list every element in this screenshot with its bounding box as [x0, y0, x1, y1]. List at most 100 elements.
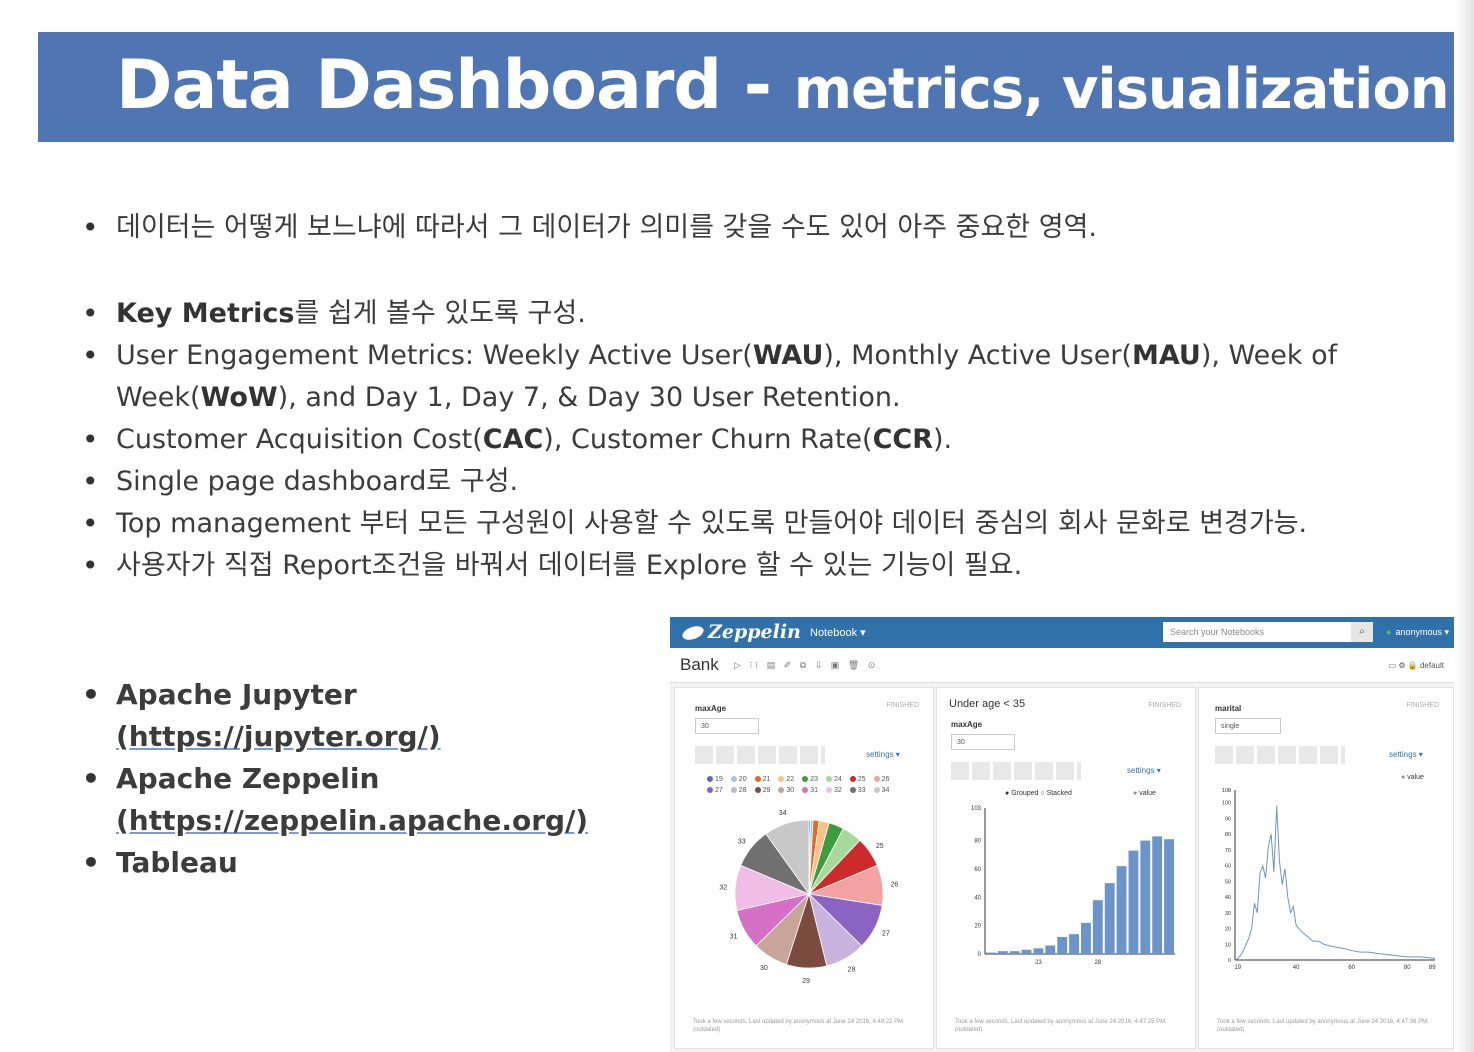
zeppelin-screenshot: Zeppelin Notebook ▾ Search your Notebook… [670, 617, 1454, 1052]
bullet-tableau: Tableau [82, 842, 602, 884]
bar-25 [1057, 936, 1068, 954]
pie-slice-label: 32 [719, 885, 727, 892]
legend-dot [754, 787, 761, 794]
y-tick-label: 0 [1228, 958, 1231, 964]
chart-type-toolbar[interactable] [1215, 746, 1345, 764]
x-tick-label: 28 [1094, 960, 1101, 966]
paragraph-pie: maxAge FINISHED 30 settings ▾ 19 20 21 22 23… [674, 687, 934, 1049]
chart-type-toolbar[interactable] [695, 746, 825, 764]
zeppelin-logo[interactable]: Zeppelin [680, 621, 801, 643]
legend-dot [825, 776, 832, 783]
legend-dot [730, 776, 737, 783]
x-tick-label: 80 [1404, 965, 1411, 971]
bullet-cac-ccr: Customer Acquisition Cost(CAC), Customer… [82, 419, 1412, 461]
y-tick-label: 40 [974, 895, 981, 901]
legend-item[interactable]: 30 [778, 785, 798, 796]
notebook-title[interactable]: Bank [680, 655, 719, 674]
grouped-stacked-toggle[interactable]: ● Grouped ○ Stacked [1005, 790, 1072, 797]
settings-dropdown[interactable]: settings ▾ [1389, 750, 1423, 759]
pie-chart: 25 26 27 28 29 30 31 32 33 34 [719, 810, 898, 985]
bar-26 [1069, 934, 1079, 954]
legend-label: 28 [738, 787, 747, 794]
legend-dot [849, 787, 856, 794]
pie-slice-label: 27 [882, 931, 890, 938]
legend-label: 26 [881, 776, 890, 783]
notebook-search-input[interactable]: Search your Notebooks [1163, 622, 1351, 642]
bullet-explore: 사용자가 직접 Report조건을 바꿔서 데이터를 Explore 할 수 있… [82, 545, 1412, 587]
legend-item[interactable]: 29 [754, 785, 775, 796]
bar-32 [1140, 840, 1151, 954]
y-tick-label: 90 [1225, 816, 1231, 822]
legend-item[interactable]: 27 [707, 785, 727, 796]
settings-dropdown[interactable]: settings ▾ [1127, 766, 1161, 775]
paragraph-footer: Took a few seconds. Last updated by anon… [1217, 1019, 1429, 1033]
keyboard-icon: ▭ [1388, 661, 1397, 670]
legend-label: 25 [857, 776, 866, 783]
legend-dot [825, 787, 832, 794]
bar-28 [1092, 900, 1103, 954]
maxage-input[interactable]: 30 [951, 734, 1015, 750]
legend-dot [730, 787, 737, 794]
run-all-icon[interactable]: ▷ [734, 660, 744, 670]
version-icon[interactable]: ▣ [830, 660, 843, 670]
paragraph-status: FINISHED [886, 702, 919, 709]
search-button[interactable]: ⌕ [1351, 622, 1373, 642]
legend-item[interactable]: 32 [825, 785, 846, 796]
legend-label: 22 [786, 776, 795, 783]
settings-dropdown[interactable]: settings ▾ [866, 750, 900, 759]
clear-output-icon[interactable]: ✐ [783, 660, 795, 670]
paragraph-title: Under age < 35 [949, 698, 1026, 710]
legend-item[interactable]: 25 [849, 774, 870, 785]
zeppelin-navbar: Zeppelin Notebook ▾ Search your Notebook… [670, 617, 1454, 648]
pie-slice-label: 33 [738, 838, 746, 845]
requirement-bullets: Key Metrics를 쉽게 볼수 있도록 구성. User Engageme… [82, 293, 1412, 587]
jupyter-link[interactable]: (https://jupyter.org/) [116, 720, 441, 753]
legend-item[interactable]: 22 [778, 774, 798, 785]
bar-19 [986, 952, 996, 954]
legend-item[interactable]: 33 [849, 785, 870, 796]
legend-item[interactable]: 28 [730, 785, 751, 796]
legend-item[interactable]: 23 [802, 774, 822, 785]
legend-item[interactable]: 26 [873, 774, 894, 785]
paragraph-bar: Under age < 35 maxAge FINISHED 30 settin… [936, 687, 1196, 1049]
pie-slice-label: 28 [848, 967, 856, 974]
user-menu[interactable]: anonymous ▾ [1386, 627, 1449, 638]
legend-item[interactable]: 19 [707, 774, 727, 785]
bar-20 [997, 951, 1008, 954]
x-tick-label: 19 [1234, 965, 1241, 971]
legend-item[interactable]: 21 [754, 774, 775, 785]
y-tick-label: 60 [974, 867, 981, 873]
x-tick-label: 89 [1429, 965, 1436, 971]
interpreter-binding[interactable]: ▭ ⚙ 🔒 default [1388, 661, 1444, 670]
y-tick-label: 100 [1222, 801, 1231, 807]
legend-item[interactable]: 20 [730, 774, 751, 785]
y-tick-label: 40 [1225, 895, 1231, 901]
legend-item[interactable]: 31 [802, 785, 822, 796]
legend-dot [754, 776, 761, 783]
zeppelin-link[interactable]: (https://zeppelin.apache.org/) [116, 804, 589, 837]
legend-item[interactable]: 24 [825, 774, 846, 785]
chart-type-toolbar[interactable] [951, 762, 1081, 780]
clone-icon[interactable]: ⧉ [799, 660, 810, 670]
notebook-toolbar[interactable]: ▷ ⁝⁝ ▤ ✐ ⧉ ⇩ ▣ 🗑 ⊙ [734, 660, 878, 671]
toggle-output-icon[interactable]: ▤ [766, 660, 779, 670]
y-tick-label: 10 [1225, 942, 1231, 948]
marital-select[interactable]: single [1215, 718, 1281, 734]
legend-label: 23 [810, 776, 818, 783]
trash-icon[interactable]: 🗑 [847, 660, 863, 670]
title-banner: Data Dashboard - metrics, visualization [38, 32, 1454, 142]
pie-slice-34 [765, 819, 810, 896]
schedule-icon[interactable]: ⊙ [867, 660, 879, 670]
notebook-header: Bank ▷ ⁝⁝ ▤ ✐ ⧉ ⇩ ▣ 🗑 ⊙ ▭ ⚙ 🔒 default [670, 648, 1454, 683]
pie-slice-label: 26 [890, 882, 898, 889]
legend-item[interactable]: 34 [873, 785, 894, 796]
x-tick-label: 23 [1035, 960, 1042, 966]
export-icon[interactable]: ⇩ [814, 660, 826, 670]
pie-slice-label: 29 [802, 978, 810, 985]
pie-legend: 19 20 21 22 23 24 25 26 27 28 29 30 31 32 33 34 [707, 774, 917, 796]
legend-label: 20 [738, 776, 747, 783]
toggle-code-icon[interactable]: ⁝⁝ [749, 660, 762, 670]
notebook-menu[interactable]: Notebook ▾ [810, 627, 866, 639]
line-chart: 0 10 20 30 40 50 60 70 80 90 100 108 19 40 60 80 89 [1222, 788, 1436, 971]
maxage-input[interactable]: 30 [695, 718, 759, 734]
